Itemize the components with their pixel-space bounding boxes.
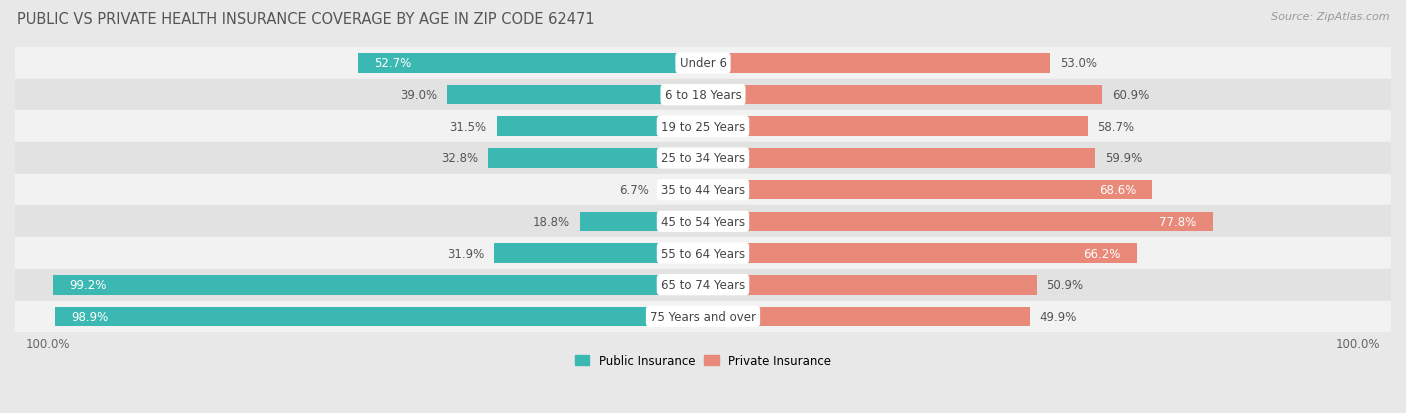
- Bar: [659, 180, 703, 200]
- Bar: [703, 180, 1153, 200]
- Bar: [15, 206, 1391, 237]
- Bar: [496, 117, 703, 137]
- Bar: [703, 117, 1088, 137]
- Text: 35 to 44 Years: 35 to 44 Years: [661, 184, 745, 197]
- Bar: [494, 244, 703, 263]
- Text: 19 to 25 Years: 19 to 25 Years: [661, 121, 745, 133]
- Bar: [488, 149, 703, 169]
- Bar: [15, 111, 1391, 143]
- Text: 39.0%: 39.0%: [401, 89, 437, 102]
- Bar: [15, 237, 1391, 269]
- Text: PUBLIC VS PRIVATE HEALTH INSURANCE COVERAGE BY AGE IN ZIP CODE 62471: PUBLIC VS PRIVATE HEALTH INSURANCE COVER…: [17, 12, 595, 27]
- Bar: [53, 275, 703, 295]
- Text: 77.8%: 77.8%: [1159, 215, 1197, 228]
- Text: 6.7%: 6.7%: [620, 184, 650, 197]
- Text: 49.9%: 49.9%: [1040, 310, 1077, 323]
- Text: 59.9%: 59.9%: [1105, 152, 1143, 165]
- Text: 31.9%: 31.9%: [447, 247, 484, 260]
- Bar: [703, 244, 1137, 263]
- Text: 52.7%: 52.7%: [374, 57, 412, 70]
- Bar: [703, 307, 1031, 326]
- Bar: [15, 48, 1391, 80]
- Text: 60.9%: 60.9%: [1112, 89, 1149, 102]
- Text: 58.7%: 58.7%: [1098, 121, 1135, 133]
- Bar: [15, 80, 1391, 111]
- Text: 50.9%: 50.9%: [1046, 278, 1084, 292]
- Text: 99.2%: 99.2%: [69, 278, 107, 292]
- Text: 45 to 54 Years: 45 to 54 Years: [661, 215, 745, 228]
- Text: 25 to 34 Years: 25 to 34 Years: [661, 152, 745, 165]
- Text: 53.0%: 53.0%: [1060, 57, 1097, 70]
- Bar: [357, 54, 703, 74]
- Bar: [703, 54, 1050, 74]
- Text: 32.8%: 32.8%: [441, 152, 478, 165]
- Bar: [703, 149, 1095, 169]
- Text: Under 6: Under 6: [679, 57, 727, 70]
- Text: 55 to 64 Years: 55 to 64 Years: [661, 247, 745, 260]
- Text: 75 Years and over: 75 Years and over: [650, 310, 756, 323]
- Bar: [55, 307, 703, 326]
- Text: 6 to 18 Years: 6 to 18 Years: [665, 89, 741, 102]
- Bar: [15, 269, 1391, 301]
- Bar: [15, 174, 1391, 206]
- Text: Source: ZipAtlas.com: Source: ZipAtlas.com: [1271, 12, 1389, 22]
- Text: 68.6%: 68.6%: [1099, 184, 1136, 197]
- Bar: [703, 85, 1102, 105]
- Bar: [15, 143, 1391, 174]
- Text: 66.2%: 66.2%: [1083, 247, 1121, 260]
- Legend: Public Insurance, Private Insurance: Public Insurance, Private Insurance: [571, 350, 835, 372]
- Text: 65 to 74 Years: 65 to 74 Years: [661, 278, 745, 292]
- Bar: [579, 212, 703, 232]
- Bar: [703, 275, 1036, 295]
- Bar: [703, 212, 1213, 232]
- Bar: [15, 301, 1391, 332]
- Text: 18.8%: 18.8%: [533, 215, 569, 228]
- Bar: [447, 85, 703, 105]
- Text: 31.5%: 31.5%: [450, 121, 486, 133]
- Text: 98.9%: 98.9%: [72, 310, 108, 323]
